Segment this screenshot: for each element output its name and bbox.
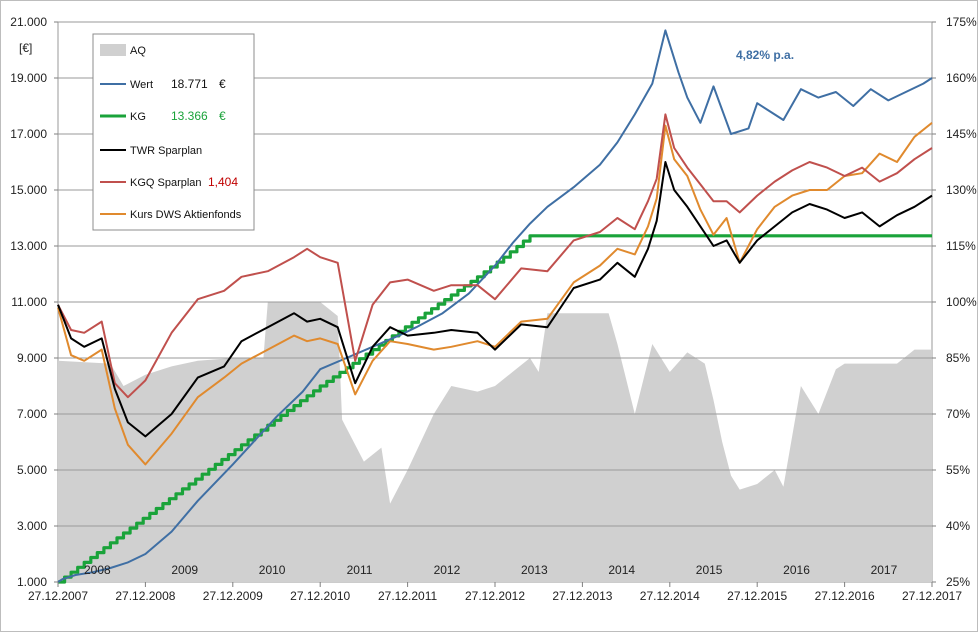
year-label: 2013 <box>521 563 548 577</box>
y-unit-label: [€] <box>19 41 32 55</box>
legend-label-kurs: Kurs DWS Aktienfonds <box>130 209 242 221</box>
legend-label-wert: Wert <box>130 79 153 91</box>
series-kgq-line <box>57 113 933 399</box>
axis-labels: 1.000 25% 3.000 40% 5.000 55% 7.000 70% 9.000 85%… <box>10 15 977 603</box>
series-kurs-line <box>57 122 933 466</box>
year-label: 2010 <box>259 563 286 577</box>
legend-unit-wert: € <box>219 77 226 91</box>
y-tick-label-right: 145% <box>946 127 977 141</box>
y-tick-label-right: 175% <box>946 15 977 29</box>
legend-label-aq: AQ <box>130 45 146 57</box>
annotation-return: 4,82% p.a. <box>736 48 794 62</box>
y-tick-label-left: 11.000 <box>11 295 47 309</box>
y-tick-label-left: 5.000 <box>17 463 47 477</box>
y-tick-label-left: 21.000 <box>10 15 47 29</box>
legend-box <box>92 33 255 231</box>
x-tick-label: 27.12.2008 <box>115 589 175 603</box>
y-tick-label-right: 100% <box>946 295 977 309</box>
legend-label-kg: KG <box>130 111 146 123</box>
y-tick-label-right: 25% <box>946 575 970 589</box>
series-twr-line <box>57 161 933 438</box>
year-label: 2011 <box>347 563 373 577</box>
y-tick-label-left: 19.000 <box>10 71 47 85</box>
year-label: 2015 <box>696 563 723 577</box>
legend: AQ Wert 18.771 € KG 13.366 € TWR Sparplan KGQ Sp… <box>92 33 255 231</box>
y-tick-label-right: 40% <box>946 519 970 533</box>
series-layer <box>57 29 933 584</box>
y-tick-label-right: 70% <box>946 407 970 421</box>
legend-label-twr: TWR Sparplan <box>130 145 202 157</box>
legend-unit-kg: € <box>219 109 226 123</box>
x-tick-label: 27.12.2010 <box>290 589 350 603</box>
y-tick-label-right: 55% <box>946 463 970 477</box>
x-tick-label: 27.12.2013 <box>552 589 612 603</box>
x-tick-label: 27.12.2011 <box>378 589 437 603</box>
y-tick-label-right: 115% <box>946 239 976 253</box>
year-label: 2016 <box>783 563 810 577</box>
x-tick-label: 27.12.2016 <box>815 589 875 603</box>
y-tick-label-left: 17.000 <box>10 127 47 141</box>
y-tick-label-left: 15.000 <box>10 183 47 197</box>
year-label: 2009 <box>171 563 198 577</box>
y-tick-label-right: 85% <box>946 351 970 365</box>
aq-area-layer <box>58 302 932 582</box>
x-tick-label: 27.12.2014 <box>640 589 700 603</box>
y-tick-label-right: 160% <box>946 71 977 85</box>
x-tick-label: 27.12.2017 <box>902 589 962 603</box>
y-tick-label-right: 130% <box>946 183 977 197</box>
year-label: 2008 <box>84 563 111 577</box>
y-tick-label-left: 1.000 <box>17 575 47 589</box>
series-kg-line <box>58 234 932 584</box>
legend-value-kgq: 1,404 <box>208 175 238 189</box>
legend-swatch-aq <box>100 44 126 56</box>
x-tick-label: 27.12.2012 <box>465 589 525 603</box>
x-tick-label: 27.12.2007 <box>28 589 88 603</box>
year-label: 2017 <box>871 563 898 577</box>
legend-label-kgq: KGQ Sparplan <box>130 177 202 189</box>
year-label: 2014 <box>608 563 635 577</box>
legend-value-kg: 13.366 <box>171 109 208 123</box>
series-aq-area <box>58 302 932 582</box>
series-wert-line <box>57 29 933 583</box>
y-tick-label-left: 13.000 <box>10 239 47 253</box>
y-tick-label-left: 7.000 <box>17 407 47 421</box>
x-tick-label: 27.12.2009 <box>203 589 263 603</box>
y-tick-label-left: 3.000 <box>17 519 47 533</box>
y-tick-label-left: 9.000 <box>17 351 47 365</box>
legend-value-wert: 18.771 <box>171 77 208 91</box>
year-label: 2012 <box>434 563 461 577</box>
x-tick-label: 27.12.2015 <box>727 589 787 603</box>
